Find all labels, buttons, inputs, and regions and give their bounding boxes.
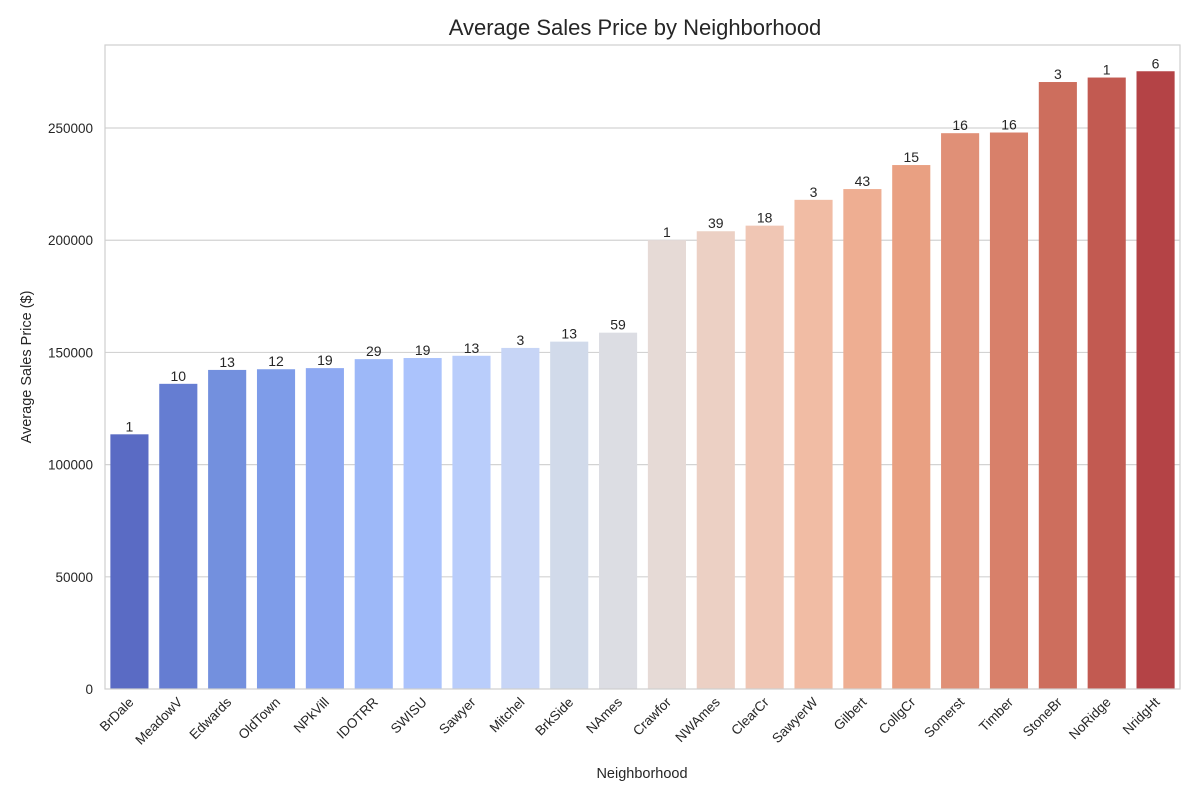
- bar-count-label: 3: [1054, 66, 1062, 82]
- bar-count-label: 19: [317, 352, 333, 368]
- y-tick-label: 50000: [55, 570, 93, 585]
- bar-brdale: [110, 434, 149, 689]
- x-tick-label: Somerst: [921, 694, 967, 740]
- bar-swisu: [403, 358, 442, 689]
- bar-count-label: 12: [268, 353, 284, 369]
- bar-meadowv: [159, 383, 198, 689]
- bar-count-label: 10: [171, 368, 187, 384]
- bar-count-label: 15: [903, 149, 919, 165]
- bar-count-label: 29: [366, 343, 382, 359]
- x-tick-label: Gilbert: [831, 694, 870, 733]
- x-tick-label: NoRidge: [1066, 695, 1114, 743]
- bar-noridge: [1087, 77, 1126, 690]
- bar-count-label: 3: [516, 332, 524, 348]
- bar-count-label: 16: [952, 117, 968, 133]
- x-tick-label: NWAmes: [672, 694, 723, 745]
- y-tick-label: 200000: [48, 233, 93, 248]
- bar-npkvill: [305, 368, 344, 689]
- y-tick-label: 150000: [48, 345, 93, 360]
- bar-count-label: 19: [415, 342, 431, 358]
- bar-count-label: 59: [610, 317, 626, 333]
- bar-names: [599, 332, 638, 689]
- x-tick-label: IDOTRR: [334, 694, 381, 741]
- x-tick-label: Mitchel: [487, 695, 528, 736]
- bars: [110, 71, 1175, 690]
- x-tick-label: CollgCr: [876, 694, 919, 737]
- x-tick-label: Crawfor: [630, 694, 674, 738]
- bar-count-label: 13: [219, 354, 235, 370]
- bar-nridght: [1136, 71, 1175, 689]
- x-tick-label: StoneBr: [1020, 694, 1065, 739]
- x-tick-label: BrkSide: [532, 695, 576, 739]
- bar-count-label: 1: [663, 224, 671, 240]
- y-tick-label: 0: [85, 682, 93, 697]
- bar-sawyerw: [794, 199, 833, 689]
- x-tick-label: SawyerW: [769, 694, 821, 746]
- bar-gilbert: [843, 189, 882, 689]
- x-tick-label: SWISU: [388, 695, 430, 737]
- bar-clearcr: [745, 225, 784, 689]
- x-tick-label: NAmes: [583, 694, 625, 736]
- bar-count-label: 43: [855, 173, 871, 189]
- bar-edwards: [208, 369, 247, 689]
- bar-count-label: 13: [561, 326, 577, 342]
- x-tick-label: BrDale: [97, 695, 137, 735]
- plot-frame: [104, 44, 1181, 690]
- bar-mitchel: [501, 347, 540, 689]
- bar-timber: [989, 132, 1029, 689]
- x-tick-label: MeadowV: [132, 695, 185, 748]
- bar-count-label: 6: [1152, 55, 1160, 71]
- bar-collgcr: [892, 165, 931, 690]
- x-axis-label: Neighborhood: [596, 766, 687, 782]
- chart-title: Average Sales Price by Neighborhood: [449, 15, 822, 40]
- x-tick-label: Timber: [976, 694, 1016, 734]
- x-tick-label: Edwards: [187, 694, 235, 742]
- y-tick-label: 100000: [48, 458, 93, 473]
- bar-count-label: 1: [126, 418, 134, 434]
- y-axis-label: Average Sales Price ($): [19, 291, 35, 444]
- bar-oldtown: [256, 369, 296, 689]
- y-tick-label: 250000: [48, 121, 93, 136]
- bar-count-label: 18: [757, 210, 773, 226]
- bar-sawyer: [452, 355, 491, 689]
- bar-count-label: 1: [1103, 62, 1111, 78]
- bar-idotrr: [354, 359, 393, 689]
- bar-count-label: 13: [464, 340, 480, 356]
- bar-brkside: [550, 341, 589, 689]
- bar-count-label: 3: [810, 184, 818, 200]
- x-tick-label: NPkVill: [291, 695, 332, 736]
- y-axis-ticks: 0 50000 100000 150000 200000 250000: [48, 121, 93, 697]
- bar-somerst: [941, 133, 980, 689]
- x-tick-label: OldTown: [235, 695, 283, 743]
- x-tick-label: Sawyer: [436, 694, 479, 737]
- x-tick-label: NridgHt: [1120, 694, 1163, 737]
- bar-nwames: [696, 231, 735, 689]
- bar-stonebr: [1038, 82, 1077, 689]
- bar-count-label: 16: [1001, 117, 1017, 133]
- x-tick-label: ClearCr: [728, 694, 772, 738]
- bar-crawfor: [647, 240, 686, 689]
- bar-count-label: 39: [708, 215, 724, 231]
